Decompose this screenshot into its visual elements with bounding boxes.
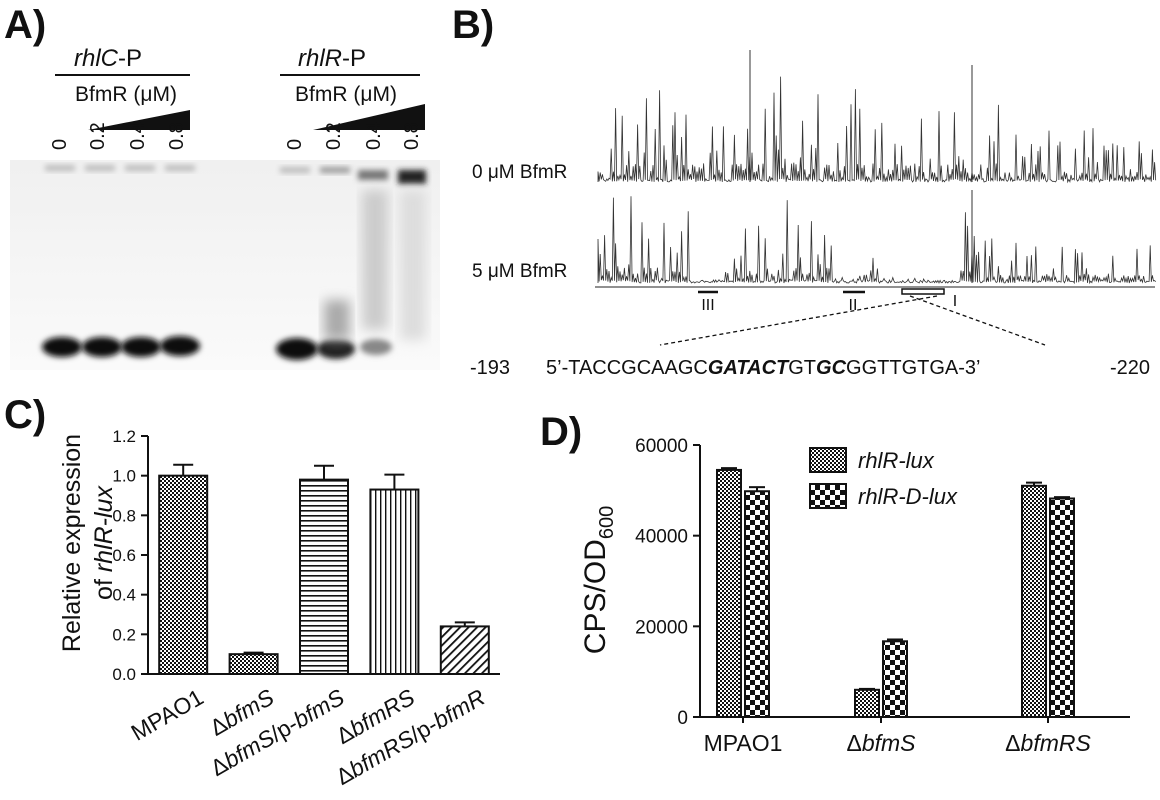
panel-d-y-tick-label: 20000 [635,617,688,638]
sequence-end-position: -220 [1110,357,1150,379]
panel-c-bar [158,474,209,675]
panel-d-bar-1 [716,468,742,718]
chart-d-plot: 0 20000 40000 60000 MPAO1 ΔbfmS ΔbfmRS rhlR-lux… [635,436,1130,756]
panel-a-protein-1: BfmR (μM) [75,83,177,106]
panel-d-bar-2 [744,490,770,718]
chart-c-plot: 0.00.20.40.60.81.01.2MPAO1ΔbfmSΔbfmS/p-b… [112,427,500,790]
panel-a-label: A) [4,3,46,47]
panel-a-wedge-1 [88,110,190,130]
legend-swatch-2 [809,483,847,509]
panel-d-y-tick-label: 0 [677,708,688,729]
trace-0uM [597,76,1157,184]
panel-c-y-tick-label: 0.4 [112,586,136,605]
panel-c-y-tick-label: 1.2 [112,427,136,446]
lane-label-2-3: 0.4 [363,122,385,150]
legend-label-1: rhlR-lux [858,448,935,473]
panel-c-bar [439,625,490,676]
panel-c-y-tick-label: 1.0 [112,467,136,486]
panel-a-promoter-2: rhlR-P [298,45,366,72]
panel-c-y-tick-label: 0.0 [112,665,136,684]
panel-d-bar-2 [882,640,908,718]
lane-label-2-2: 0.2 [323,122,345,150]
lane-label-2-1: 0 [284,139,306,150]
lane-label-1-3: 0.4 [127,122,149,150]
panel-a-promoter-1: rhlC-P [74,45,142,72]
panel-b-footprint: B) 0 μM BfmR 5 μM BfmR III II I -193 5’-… [452,3,1157,379]
lane-label-1-2: 0.2 [87,122,109,150]
zoom-line-right [909,295,1046,346]
site-ii-label: II [849,297,858,314]
panel-d-x-label: ΔbfmS [846,730,916,756]
panel-d-x-label: MPAO1 [704,730,783,756]
panel-c-ylabel-line2: of rhlR-lux [90,485,118,600]
sequence-start-position: -193 [470,357,510,379]
panel-d-x-label: ΔbfmRS [1005,730,1091,756]
site-iii-label: III [701,297,714,314]
panel-c-bar [228,653,279,676]
panel-d-y-tick-label: 60000 [635,436,688,457]
lane-label-1-4: 0.8 [166,122,188,150]
legend-swatch-1 [809,447,847,473]
lane-label-2-4: 0.8 [401,122,423,150]
panel-d-bar-1 [854,688,880,718]
panel-c-y-tick-label: 0.6 [112,546,136,565]
panel-a-lane-labels: 0 0.2 0.4 0.8 0 0.2 0.4 0.8 [49,122,423,150]
panel-d-bar-2 [1049,497,1075,719]
panel-a-gel-shift: A) rhlC-P BfmR (μM) rhlR-P BfmR (μM) 0 0.… [4,3,440,370]
panel-b-label: B) [452,3,494,47]
panel-c-chart: C) Relative expression of rhlR-lux 0.0 0.… [4,393,500,790]
panel-c-bar [369,488,420,675]
sequence: 5’-TACCGCAAGCGATACTGTGCGGTTGTGA-3’ [546,357,980,379]
panel-c-y-tick-label: 0.2 [112,625,136,644]
panel-d-label: D) [540,410,582,454]
panel-d-bar-1 [1021,484,1047,718]
legend-label-2: rhlR-D-lux [858,484,958,509]
gel-bands [42,165,426,360]
panel-d-chart: D) CPS/OD600 0 20000 40000 60000 MPAO1 ΔbfmS Δ… [540,410,1130,756]
trace-label-5uM: 5 μM BfmR [472,261,567,282]
panel-a-wedge-2 [313,104,425,130]
panel-c-label: C) [4,393,46,437]
panel-a-protein-2: BfmR (μM) [295,83,397,106]
panel-d-y-tick-label: 40000 [635,527,688,548]
panel-d-ylabel: CPS/OD600 [579,506,618,654]
site-i-label: I [953,293,957,310]
trace-5uM [597,196,1156,285]
panel-c-y-tick-label: 0.8 [112,506,136,525]
trace-label-0uM: 0 μM BfmR [472,162,567,183]
panel-c-bar [299,478,349,675]
lane-label-1-1: 0 [49,139,71,150]
panel-c-x-label: MPAO1 [126,684,207,746]
zoom-line-left [659,295,938,346]
site-i-marker [901,288,945,295]
panel-c-ylabel-line1: Relative expression [58,434,86,652]
